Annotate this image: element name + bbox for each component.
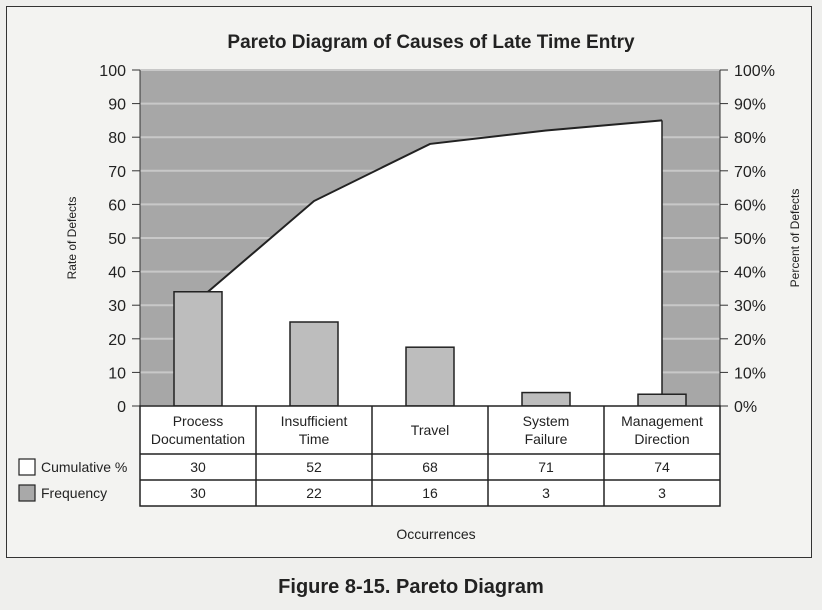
y-tick-label: 20 bbox=[108, 332, 126, 349]
legend-label: Cumulative % bbox=[41, 459, 127, 475]
category-label: Insufficient bbox=[281, 413, 348, 429]
table-cell-value: 22 bbox=[306, 485, 322, 501]
y-tick-label: 70 bbox=[108, 164, 126, 181]
category-label: Time bbox=[299, 431, 330, 447]
frequency-bar bbox=[521, 391, 571, 407]
table-cell-value: 3 bbox=[658, 485, 666, 501]
y2-tick-label: 40% bbox=[734, 265, 766, 282]
y2-tick-label: 80% bbox=[734, 130, 766, 147]
category-label: Failure bbox=[525, 431, 568, 447]
figure-caption: Figure 8-15. Pareto Diagram bbox=[278, 576, 544, 598]
table-cell-value: 74 bbox=[654, 459, 670, 475]
y2-tick-label: 70% bbox=[734, 164, 766, 181]
table-cell-value: 30 bbox=[190, 459, 206, 475]
table-cell-value: 52 bbox=[306, 459, 322, 475]
y-tick-label: 40 bbox=[108, 265, 126, 282]
category-label: Travel bbox=[411, 422, 449, 438]
y2-axis-title: Percent of Defects bbox=[788, 189, 802, 288]
table-cell-value: 30 bbox=[190, 485, 206, 501]
chart-title: Pareto Diagram of Causes of Late Time En… bbox=[227, 32, 635, 53]
y2-tick-label: 30% bbox=[734, 298, 766, 315]
frequency-bar bbox=[405, 346, 455, 407]
category-label: Management bbox=[621, 413, 703, 429]
category-label: Documentation bbox=[151, 431, 245, 447]
y-axis-title: Rate of Defects bbox=[65, 197, 79, 280]
y-tick-label: 60 bbox=[108, 197, 126, 214]
y2-tick-label: 0% bbox=[734, 399, 757, 416]
y-tick-label: 0 bbox=[117, 399, 126, 416]
table-cell-value: 3 bbox=[542, 485, 550, 501]
y2-tick-label: 20% bbox=[734, 332, 766, 349]
table-cell-value: 71 bbox=[538, 459, 554, 475]
legend-swatch bbox=[18, 484, 36, 502]
y2-tick-label: 60% bbox=[734, 197, 766, 214]
y-tick-label: 10 bbox=[108, 365, 126, 382]
legend-label: Frequency bbox=[41, 485, 107, 501]
frequency-bar bbox=[289, 321, 339, 407]
y2-tick-label: 10% bbox=[734, 365, 766, 382]
y2-tick-label: 50% bbox=[734, 231, 766, 248]
data-table bbox=[139, 405, 721, 507]
y-tick-label: 100 bbox=[99, 63, 126, 80]
category-label: System bbox=[523, 413, 570, 429]
table-cell-value: 68 bbox=[422, 459, 438, 475]
frequency-bar bbox=[637, 393, 687, 407]
legend-swatch bbox=[18, 458, 36, 476]
category-label: Process bbox=[173, 413, 224, 429]
cumulative-line bbox=[207, 119, 663, 293]
y-tick-label: 50 bbox=[108, 231, 126, 248]
y-tick-label: 80 bbox=[108, 130, 126, 147]
y-tick-label: 30 bbox=[108, 298, 126, 315]
pareto-chart: Pareto Diagram of Causes of Late Time En… bbox=[18, 32, 802, 542]
y2-tick-label: 100% bbox=[734, 63, 775, 80]
y2-tick-label: 90% bbox=[734, 97, 766, 114]
frequency-bar bbox=[173, 291, 223, 407]
y-tick-label: 90 bbox=[108, 97, 126, 114]
x-axis-title: Occurrences bbox=[396, 526, 475, 542]
category-label: Direction bbox=[634, 431, 689, 447]
table-cell-value: 16 bbox=[422, 485, 438, 501]
